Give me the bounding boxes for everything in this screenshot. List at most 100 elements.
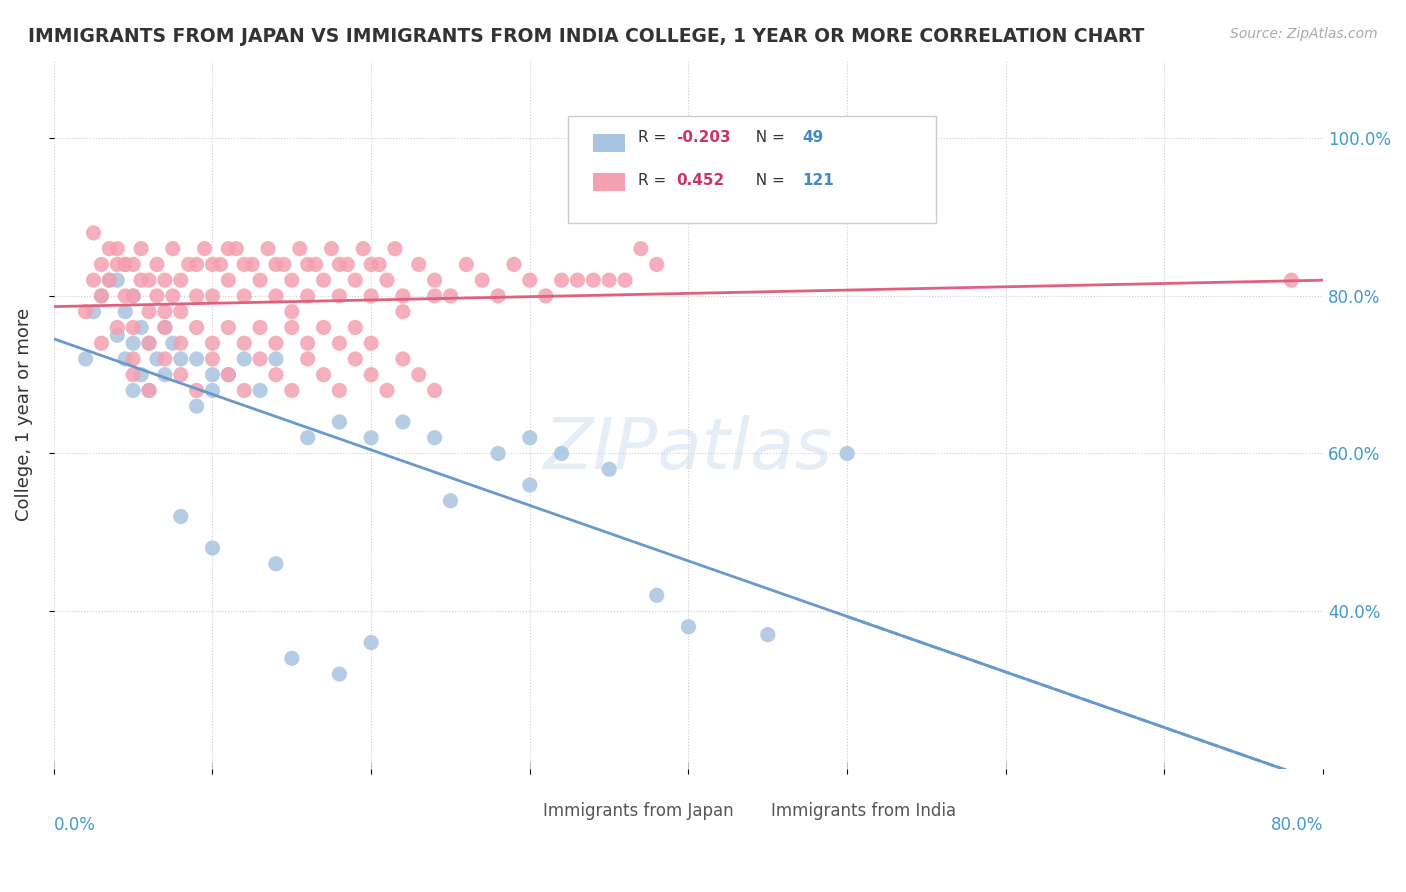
Point: [153, 304, 176, 318]
Point: [98, 273, 121, 287]
Point: [105, 257, 128, 271]
Point: [328, 384, 350, 398]
Point: [423, 273, 446, 287]
Point: [201, 289, 224, 303]
Point: [153, 320, 176, 334]
Point: [75, 304, 97, 318]
Point: [75, 351, 97, 366]
Point: [439, 493, 461, 508]
Point: [201, 384, 224, 398]
Point: [233, 289, 256, 303]
Point: [344, 320, 367, 334]
Text: 0.452: 0.452: [676, 173, 724, 187]
Point: [408, 368, 430, 382]
Point: [98, 273, 121, 287]
Point: [645, 588, 668, 602]
FancyBboxPatch shape: [593, 173, 626, 191]
Text: 0.0%: 0.0%: [53, 816, 96, 834]
Point: [201, 368, 224, 382]
Point: [486, 289, 509, 303]
Point: [249, 320, 271, 334]
Point: [129, 320, 152, 334]
Point: [186, 320, 208, 334]
Point: [217, 368, 239, 382]
Point: [297, 431, 319, 445]
Point: [360, 368, 382, 382]
Point: [423, 431, 446, 445]
Point: [201, 351, 224, 366]
Point: [105, 273, 128, 287]
Point: [304, 257, 326, 271]
Point: [344, 351, 367, 366]
Point: [281, 304, 304, 318]
Point: [423, 384, 446, 398]
Point: [264, 289, 287, 303]
Point: [186, 384, 208, 398]
Point: [138, 273, 160, 287]
Point: [281, 384, 304, 398]
Point: [217, 273, 239, 287]
Point: [321, 242, 343, 256]
Point: [186, 257, 208, 271]
Point: [408, 257, 430, 271]
Point: [170, 351, 193, 366]
Point: [471, 273, 494, 287]
Point: [281, 320, 304, 334]
FancyBboxPatch shape: [505, 802, 533, 820]
Point: [114, 351, 136, 366]
Point: [153, 320, 176, 334]
Point: [170, 509, 193, 524]
Point: [170, 304, 193, 318]
Point: [233, 336, 256, 351]
Point: [423, 289, 446, 303]
Point: [439, 289, 461, 303]
Point: [837, 446, 859, 460]
Point: [105, 320, 128, 334]
Text: Immigrants from India: Immigrants from India: [770, 802, 956, 820]
Point: [375, 384, 398, 398]
Point: [630, 242, 652, 256]
Point: [138, 304, 160, 318]
Point: [360, 289, 382, 303]
Point: [201, 257, 224, 271]
Point: [153, 368, 176, 382]
Text: R =: R =: [638, 173, 676, 187]
Point: [217, 368, 239, 382]
Text: Source: ZipAtlas.com: Source: ZipAtlas.com: [1230, 27, 1378, 41]
Point: [312, 320, 335, 334]
Point: [114, 289, 136, 303]
Point: [83, 226, 105, 240]
Point: [217, 242, 239, 256]
Point: [598, 462, 620, 476]
Point: [519, 431, 541, 445]
Point: [201, 541, 224, 555]
Point: [281, 651, 304, 665]
Point: [375, 273, 398, 287]
Text: ZIPatlas: ZIPatlas: [544, 415, 832, 484]
Point: [328, 667, 350, 681]
Point: [360, 635, 382, 649]
Point: [193, 242, 215, 256]
Point: [170, 273, 193, 287]
Point: [756, 628, 779, 642]
Point: [392, 289, 415, 303]
FancyBboxPatch shape: [593, 134, 626, 152]
Text: Immigrants from Japan: Immigrants from Japan: [543, 802, 733, 820]
Point: [503, 257, 526, 271]
Point: [297, 351, 319, 366]
Point: [162, 336, 184, 351]
Point: [328, 257, 350, 271]
Point: [297, 336, 319, 351]
Point: [138, 336, 160, 351]
Point: [201, 336, 224, 351]
Point: [360, 336, 382, 351]
Point: [122, 336, 145, 351]
Point: [225, 242, 247, 256]
Point: [519, 478, 541, 492]
Point: [456, 257, 478, 271]
Text: -0.203: -0.203: [676, 130, 731, 145]
Point: [83, 273, 105, 287]
Point: [170, 368, 193, 382]
Point: [129, 368, 152, 382]
Point: [257, 242, 280, 256]
